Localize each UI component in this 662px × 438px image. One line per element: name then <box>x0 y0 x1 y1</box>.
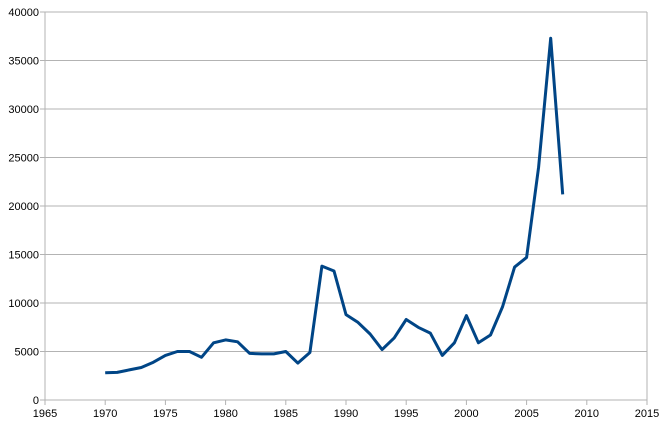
x-tick-label: 1990 <box>334 408 358 420</box>
x-tick-label: 1995 <box>394 408 418 420</box>
x-tick-label: 2010 <box>575 408 599 420</box>
y-tick-label: 40000 <box>8 7 39 19</box>
x-tick-label: 2000 <box>454 408 478 420</box>
x-tick-label: 1980 <box>213 408 237 420</box>
y-tick-label: 5000 <box>15 347 39 359</box>
y-tick-label: 20000 <box>8 201 39 213</box>
x-tick-label: 1970 <box>93 408 117 420</box>
x-tick-label: 1975 <box>153 408 177 420</box>
y-tick-label: 30000 <box>8 104 39 116</box>
series-line <box>105 38 563 373</box>
y-tick-label: 15000 <box>8 250 39 262</box>
x-tick-label: 2015 <box>635 408 659 420</box>
x-tick-label: 2005 <box>514 408 538 420</box>
x-tick-label: 1965 <box>33 408 57 420</box>
y-tick-label: 35000 <box>8 56 39 68</box>
y-tick-label: 10000 <box>8 298 39 310</box>
y-tick-label: 25000 <box>8 153 39 165</box>
x-tick-label: 1985 <box>274 408 298 420</box>
y-tick-label: 0 <box>33 395 39 407</box>
